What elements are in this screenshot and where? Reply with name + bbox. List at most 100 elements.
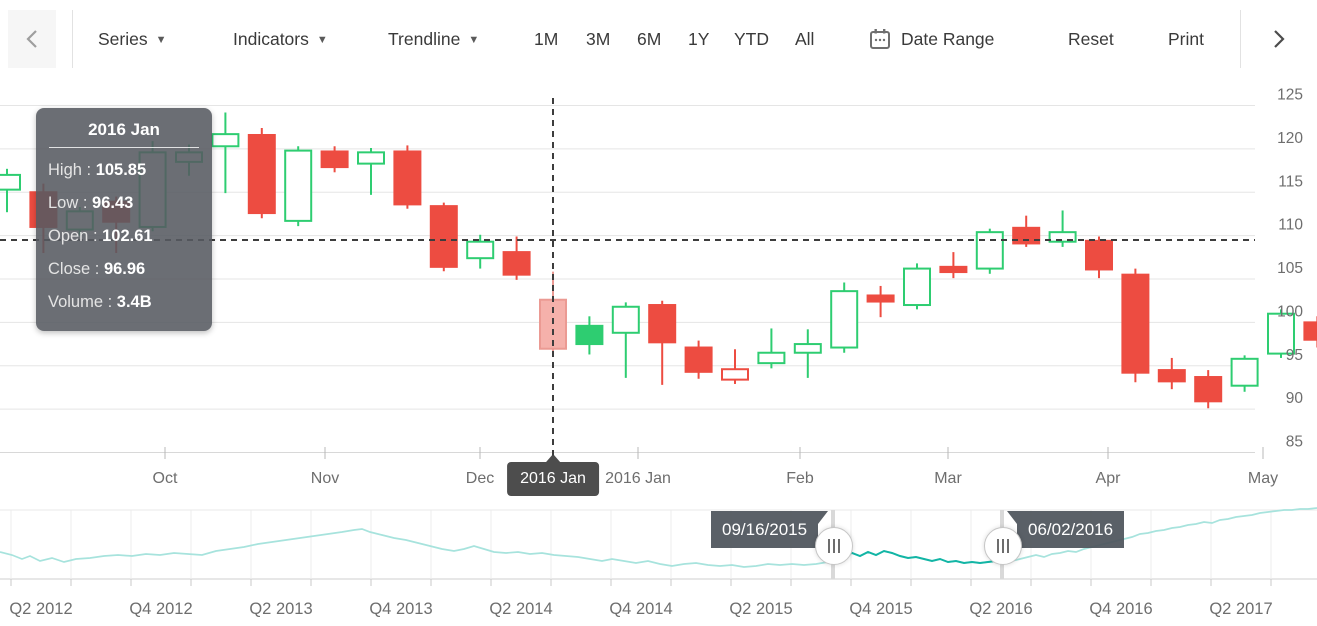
- tooltip-row-open: Open : 102.61: [48, 227, 153, 245]
- candle-6-up[interactable]: [211, 112, 240, 194]
- range-slider-left-handle[interactable]: [815, 527, 853, 565]
- toolbar-period-1m-button[interactable]: 1M: [534, 8, 558, 70]
- navigator-series-line: [0, 507, 1317, 568]
- candle-21-up[interactable]: [757, 328, 786, 369]
- svg-text:Mar: Mar: [934, 470, 962, 487]
- candle-25-up[interactable]: [903, 263, 931, 310]
- candle-9-down[interactable]: [320, 146, 349, 173]
- svg-text:Q4 2016: Q4 2016: [1089, 600, 1152, 618]
- toolbar-scroll-left-button[interactable]: [8, 10, 56, 68]
- candle-35-up[interactable]: [1267, 309, 1295, 358]
- chevron-down-icon: ▼: [155, 34, 167, 46]
- candle-12-down[interactable]: [429, 202, 458, 272]
- candle-10-up[interactable]: [357, 148, 385, 195]
- candle-0-up[interactable]: [0, 168, 21, 213]
- svg-text:120: 120: [1277, 130, 1303, 147]
- svg-text:115: 115: [1278, 173, 1303, 190]
- svg-text:90: 90: [1286, 390, 1304, 407]
- range-end-label: 06/02/2016: [1006, 511, 1125, 548]
- svg-text:Q2 2013: Q2 2013: [249, 600, 312, 618]
- svg-text:2016 Jan: 2016 Jan: [605, 470, 671, 487]
- candle-14-down[interactable]: [502, 236, 531, 280]
- tooltip-title: 2016 Jan: [88, 120, 160, 139]
- crosshair-axis-label: 2016 Jan: [507, 454, 599, 496]
- toolbar-period-all-button[interactable]: All: [795, 8, 814, 70]
- svg-text:110: 110: [1278, 217, 1303, 234]
- candle-23-up[interactable]: [830, 282, 859, 353]
- toolbar-period-ytd-button[interactable]: YTD: [734, 8, 769, 70]
- toolbar-period-1m-label: 1M: [534, 28, 559, 49]
- svg-text:Q2 2014: Q2 2014: [489, 600, 552, 618]
- candle-26-down[interactable]: [939, 252, 968, 279]
- candle-31-down[interactable]: [1121, 268, 1150, 383]
- candle-11-down[interactable]: [393, 145, 422, 209]
- toolbar-period-3m-label: 3M: [586, 28, 611, 49]
- toolbar-scroll-right-button[interactable]: [1250, 10, 1308, 68]
- candle-19-down[interactable]: [684, 340, 713, 379]
- candle-28-down[interactable]: [1012, 215, 1041, 247]
- toolbar-period-3m-button[interactable]: 3M: [586, 8, 610, 70]
- candle-34-up[interactable]: [1230, 355, 1259, 392]
- toolbar-date-range-label: Date Range: [901, 28, 995, 49]
- toolbar-indicators-dropdown[interactable]: Indicators ▼: [233, 8, 328, 70]
- svg-text:125: 125: [1277, 87, 1303, 104]
- candle-7-down[interactable]: [247, 128, 276, 219]
- x-axis-labels: Oct Nov Dec 2016 Jan Feb Mar Apr May: [153, 470, 1279, 487]
- svg-text:Dec: Dec: [466, 470, 494, 487]
- candle-36-down[interactable]: [1303, 316, 1317, 348]
- navigator-axis-labels: Q2 2012 Q4 2012 Q2 2013 Q4 2013 Q2 2014 Q4 20…: [9, 600, 1272, 618]
- svg-text:85: 85: [1286, 434, 1303, 451]
- toolbar-period-1y-label: 1Y: [688, 28, 710, 49]
- range-slider-right-handle[interactable]: [984, 527, 1022, 565]
- candle-22-up[interactable]: [793, 329, 822, 378]
- svg-text:Q2 2012: Q2 2012: [9, 600, 72, 618]
- svg-text:Q4 2013: Q4 2013: [369, 600, 432, 618]
- candle-33-down[interactable]: [1194, 370, 1223, 409]
- svg-text:95: 95: [1286, 347, 1303, 364]
- candle-8-up[interactable]: [284, 146, 313, 227]
- svg-text:105: 105: [1277, 260, 1303, 277]
- candle-30-down[interactable]: [1085, 236, 1113, 279]
- candle-24-down[interactable]: [866, 285, 895, 318]
- toolbar: Series ▼ Indicators ▼ Trendline ▼ 1M 3M 6M 1Y YTD A…: [0, 8, 1317, 70]
- chevron-down-icon: ▼: [468, 34, 480, 46]
- candle-16-up_solid[interactable]: [575, 316, 604, 355]
- svg-text:Q4 2012: Q4 2012: [129, 600, 192, 618]
- toolbar-period-6m-button[interactable]: 6M: [637, 8, 661, 70]
- candle-18-down[interactable]: [648, 300, 677, 385]
- svg-text:May: May: [1248, 470, 1278, 487]
- candle-27-up[interactable]: [975, 228, 1004, 274]
- y-axis-labels: 125 120 115 110 105 100 95 90 85: [1277, 87, 1303, 451]
- toolbar-period-all-label: All: [795, 28, 815, 49]
- toolbar-trendline-label: Trendline: [388, 28, 461, 49]
- candle-20-down_hollow[interactable]: [721, 349, 749, 384]
- toolbar-print-button[interactable]: Print: [1168, 8, 1204, 70]
- toolbar-period-6m-label: 6M: [637, 28, 662, 49]
- range-start-label: 09/16/2015: [711, 511, 829, 548]
- tooltip-row-close: Close : 96.96: [48, 260, 146, 278]
- toolbar-series-dropdown[interactable]: Series ▼: [98, 8, 167, 70]
- svg-text:Q2 2017: Q2 2017: [1209, 600, 1272, 618]
- candle-13-up[interactable]: [466, 234, 495, 269]
- candle-17-up[interactable]: [611, 302, 640, 378]
- svg-text:100: 100: [1277, 303, 1303, 320]
- candle-29-up[interactable]: [1048, 210, 1077, 247]
- svg-text:Oct: Oct: [153, 470, 178, 487]
- toolbar-separator: [1240, 10, 1241, 68]
- toolbar-separator: [72, 10, 73, 68]
- chevron-right-icon: [1274, 30, 1285, 48]
- toolbar-reset-button[interactable]: Reset: [1068, 8, 1114, 70]
- tooltip-row-high: High : 105.85: [48, 161, 147, 179]
- tooltip-row-volume: Volume : 3.4B: [48, 293, 152, 311]
- candle-32-down[interactable]: [1157, 357, 1186, 390]
- toolbar-trendline-dropdown[interactable]: Trendline ▼: [388, 8, 479, 70]
- svg-text:Q2 2016: Q2 2016: [969, 600, 1032, 618]
- svg-text:Nov: Nov: [311, 470, 339, 487]
- toolbar-period-1y-button[interactable]: 1Y: [688, 8, 709, 70]
- toolbar-series-label: Series: [98, 28, 148, 49]
- svg-text:Apr: Apr: [1096, 470, 1122, 487]
- tooltip-row-low: Low : 96.43: [48, 194, 134, 212]
- toolbar-date-range-button[interactable]: Date Range: [868, 8, 994, 70]
